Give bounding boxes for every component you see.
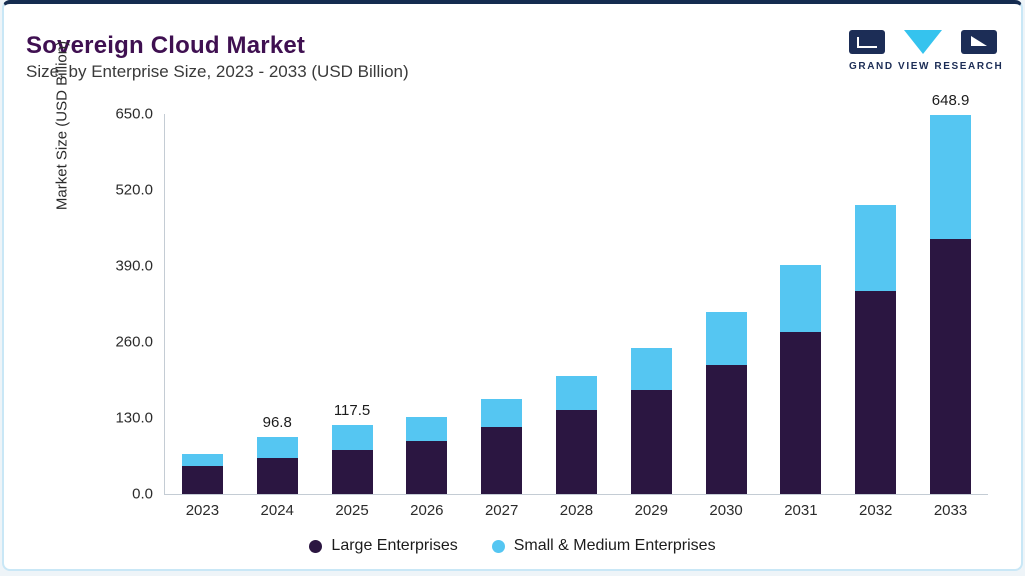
bar-segment-large — [181, 465, 223, 494]
x-tick-label: 2023 — [185, 502, 220, 519]
y-tick-label: 650.0 — [115, 105, 153, 123]
bar-column: 2030 — [705, 114, 747, 519]
bar-column: 2027 — [481, 114, 523, 519]
bar-column: 2028 — [555, 114, 597, 519]
plot-area: 2023 96.8 2024 117.5 2025 2026 2027 2028 2029 203… — [115, 92, 988, 519]
bar-segment-large — [630, 389, 672, 494]
logo-square-left-icon — [849, 30, 885, 54]
bar-segment-large — [855, 291, 897, 494]
chart-subtitle: Size, by Enterprise Size, 2023 - 2033 (U… — [26, 62, 409, 81]
bar-segment-sme — [181, 453, 223, 466]
bar-column: 117.5 2025 — [331, 114, 373, 519]
legend-item: Small & Medium Enterprises — [491, 537, 716, 555]
legend-label: Small & Medium Enterprises — [513, 537, 716, 554]
x-tick-label: 2027 — [484, 502, 519, 519]
bar-segment-large — [406, 441, 448, 494]
bar-column: 648.9 2033 — [930, 92, 972, 519]
bar-column: 2031 — [780, 114, 822, 519]
x-tick-label: 2032 — [859, 502, 893, 519]
legend-dot-icon — [309, 539, 323, 553]
chart-title: Sovereign Cloud Market — [26, 32, 306, 59]
bar-segment-large — [331, 449, 373, 494]
bar-segment-large — [555, 410, 597, 494]
bar-column: 2032 — [855, 114, 897, 519]
y-tick-label: 0.0 — [132, 485, 153, 503]
bar-segment-large — [705, 365, 747, 494]
x-tick-label: 2028 — [559, 502, 594, 519]
y-axis-title: Market Size (USD Billion) — [53, 40, 71, 210]
bar-value-label: 96.8 — [262, 414, 292, 432]
bar-segment-large — [256, 457, 298, 494]
legend: Large Enterprises Small & Medium Enterpri… — [4, 537, 1021, 555]
bar-column: 2029 — [630, 114, 672, 519]
bar-segment-sme — [481, 399, 523, 428]
bar-segment-sme — [855, 204, 897, 292]
bar-segment-sme — [406, 417, 448, 442]
bar-column: 2026 — [406, 114, 448, 519]
legend-dot-icon — [491, 539, 505, 553]
y-tick-label: 520.0 — [115, 181, 153, 199]
x-tick-label: 2029 — [634, 502, 668, 519]
bar-column: 96.8 2024 — [256, 114, 298, 519]
bar-column: 2023 — [181, 114, 223, 519]
x-tick-label: 2026 — [410, 502, 444, 519]
logo-shapes — [849, 30, 997, 56]
bar-segment-sme — [780, 265, 822, 333]
bar-value-label: 648.9 — [931, 91, 970, 109]
grand-view-research-logo: GRAND VIEW RESEARCH — [849, 30, 1004, 72]
x-tick-label: 2025 — [335, 502, 369, 519]
bar-segment-sme — [555, 375, 597, 411]
bar-segment-large — [780, 332, 822, 494]
legend-label: Large Enterprises — [331, 537, 458, 554]
x-tick-label: 2024 — [260, 502, 294, 519]
bar-segment-sme — [930, 114, 972, 240]
legend-item: Large Enterprises — [309, 537, 458, 555]
bars-container: 2023 96.8 2024 117.5 2025 2026 2027 2028 2029 203… — [165, 92, 988, 519]
bar-segment-sme — [256, 437, 298, 458]
bar-segment-sme — [630, 348, 672, 390]
bar-segment-sme — [705, 311, 747, 366]
logo-square-right-icon — [961, 30, 997, 54]
y-tick-label: 390.0 — [115, 257, 153, 275]
logo-triangle-icon — [904, 30, 942, 54]
x-tick-label: 2030 — [709, 502, 743, 519]
bar-segment-sme — [331, 425, 373, 450]
bar-segment-large — [481, 427, 523, 494]
y-tick-label: 260.0 — [115, 333, 153, 351]
bar-segment-large — [930, 239, 972, 494]
bar-value-label: 117.5 — [333, 402, 371, 420]
x-tick-label: 2033 — [933, 502, 968, 519]
x-tick-label: 2031 — [784, 502, 818, 519]
y-tick-label: 130.0 — [115, 409, 153, 427]
logo-text: GRAND VIEW RESEARCH — [849, 61, 1004, 72]
